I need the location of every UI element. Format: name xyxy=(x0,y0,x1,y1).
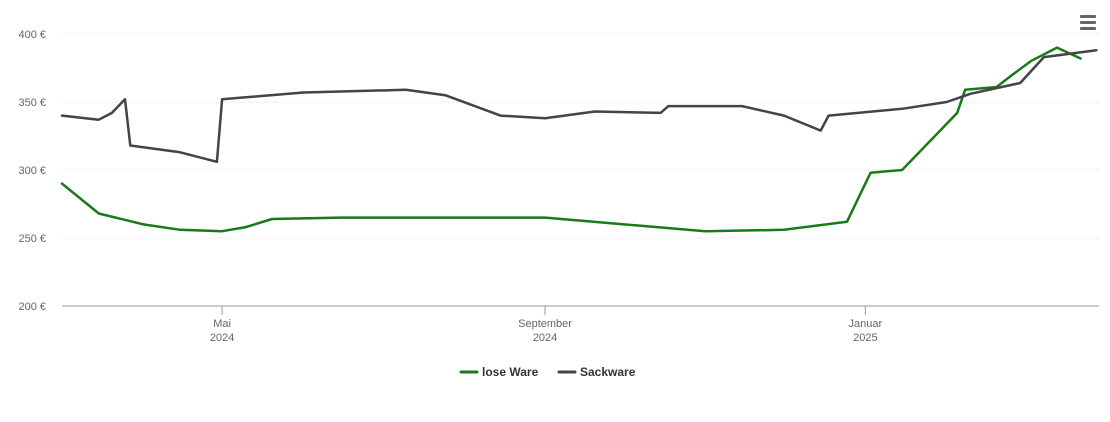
hamburger-menu-icon[interactable] xyxy=(1076,10,1100,34)
grid xyxy=(62,33,1099,239)
y-tick-label: 250 € xyxy=(18,233,46,245)
legend-item-lose-ware[interactable]: lose Ware xyxy=(459,365,539,379)
y-tick-label: 300 € xyxy=(18,165,46,177)
series-line-sackware xyxy=(60,49,1098,164)
axes: 200 € 250 € 300 € 350 € 400 € Mai 2024 Septembe… xyxy=(18,29,1099,344)
x-tick-label-year: 2024 xyxy=(210,332,234,344)
legend[interactable]: lose Ware Sackware xyxy=(459,365,636,379)
series xyxy=(60,46,1098,233)
legend-item-sackware[interactable]: Sackware xyxy=(557,365,636,379)
y-tick-label: 400 € xyxy=(18,29,46,41)
x-tick-label-year: 2025 xyxy=(853,332,877,344)
x-tick-label-month: September xyxy=(518,318,572,330)
legend-label: Sackware xyxy=(580,365,636,379)
series-line-lose-ware xyxy=(60,46,1082,233)
y-tick-label: 200 € xyxy=(18,301,46,313)
legend-label: lose Ware xyxy=(482,365,539,379)
x-tick-label-month: Januar xyxy=(849,318,883,330)
x-tick-label-month: Mai xyxy=(213,318,231,330)
x-tick-label-year: 2024 xyxy=(533,332,557,344)
y-tick-label: 350 € xyxy=(18,97,46,109)
